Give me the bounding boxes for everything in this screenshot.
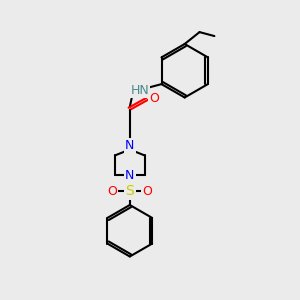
Text: S: S xyxy=(125,184,134,198)
Text: O: O xyxy=(150,92,160,106)
Text: HN: HN xyxy=(130,84,149,97)
Text: N: N xyxy=(125,139,134,152)
Text: N: N xyxy=(125,169,134,182)
Text: O: O xyxy=(143,184,153,198)
Text: O: O xyxy=(107,184,117,198)
